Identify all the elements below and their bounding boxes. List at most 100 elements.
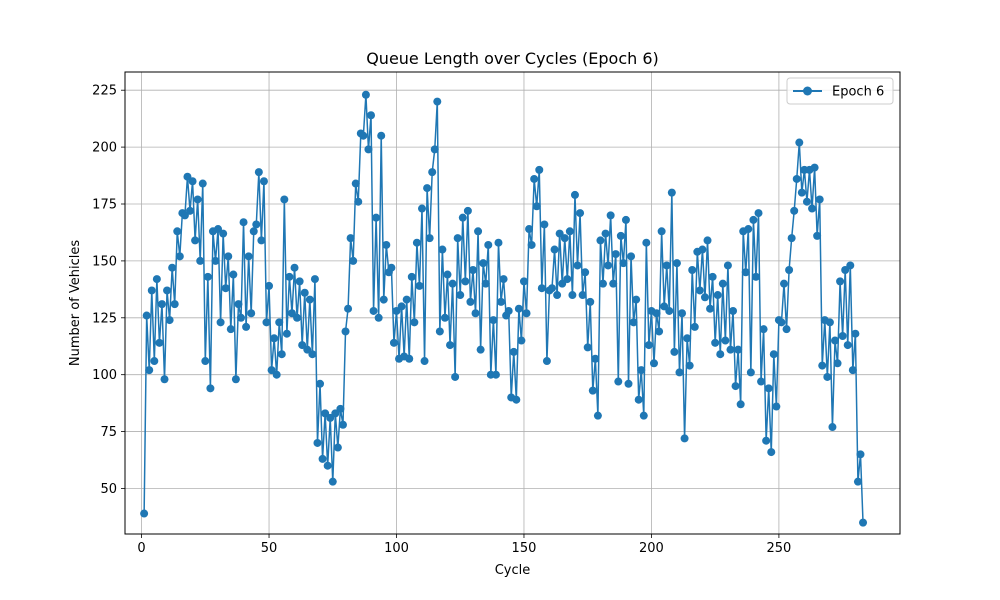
legend-label: Epoch 6 (832, 85, 884, 100)
data-point (823, 372, 832, 381)
data-point (509, 347, 518, 356)
data-point (558, 279, 567, 288)
data-point (762, 436, 771, 445)
data-point (853, 477, 862, 486)
data-point (265, 281, 274, 290)
data-point (453, 234, 462, 243)
data-point (688, 266, 697, 274)
data-point (262, 318, 271, 327)
data-point (331, 409, 340, 418)
data-point (667, 188, 676, 197)
data-point (175, 252, 184, 261)
data-point (354, 197, 363, 206)
data-point (229, 270, 238, 279)
data-point (703, 236, 712, 245)
data-point (280, 195, 289, 204)
data-point (606, 211, 615, 220)
data-point (180, 211, 189, 220)
data-point (249, 227, 258, 236)
data-point (221, 284, 230, 293)
data-point (425, 234, 434, 243)
data-point (308, 350, 317, 359)
data-point (446, 341, 455, 350)
data-point (191, 236, 200, 245)
data-point (326, 413, 335, 422)
y-tick-label: 200 (92, 141, 117, 156)
data-point (751, 272, 760, 281)
data-point (257, 236, 266, 245)
data-point (627, 252, 636, 261)
data-point (494, 238, 503, 247)
data-point (548, 284, 557, 293)
x-tick-label: 50 (261, 541, 278, 556)
data-point (808, 204, 817, 213)
data-point (655, 327, 664, 336)
data-point (479, 259, 488, 268)
data-point (173, 227, 182, 236)
data-point (609, 279, 618, 288)
data-point (234, 300, 243, 309)
data-point (535, 165, 544, 174)
data-point (708, 272, 717, 281)
data-point (542, 357, 551, 366)
data-point (525, 225, 534, 234)
data-point (537, 284, 546, 293)
data-point (642, 238, 651, 247)
data-point (583, 343, 592, 352)
data-point (364, 145, 373, 154)
data-point (142, 311, 151, 320)
data-point (193, 195, 202, 204)
data-point (147, 286, 156, 295)
data-point (239, 218, 248, 227)
data-point (150, 357, 159, 366)
data-point (433, 97, 442, 106)
y-tick-label: 150 (92, 254, 117, 269)
data-point (665, 306, 674, 315)
y-tick-label: 125 (92, 311, 117, 326)
data-point (214, 225, 223, 234)
data-point (787, 234, 796, 243)
data-point (560, 234, 569, 243)
data-point (224, 252, 233, 261)
data-point (275, 318, 284, 327)
data-point (723, 261, 732, 270)
data-point (672, 259, 681, 268)
data-point (259, 177, 268, 186)
data-point (731, 382, 740, 391)
data-point (604, 261, 613, 270)
data-point (321, 409, 330, 418)
data-point (272, 370, 281, 379)
data-point (499, 275, 508, 284)
data-point (219, 229, 228, 238)
data-point (813, 231, 822, 240)
data-point (711, 338, 720, 347)
x-tick-label: 250 (766, 541, 791, 556)
data-point (476, 345, 485, 354)
data-point (313, 438, 322, 447)
data-point (211, 256, 220, 265)
data-point (856, 450, 865, 459)
data-point (405, 354, 414, 363)
data-point (267, 366, 276, 375)
data-point (468, 266, 477, 274)
data-point (680, 434, 689, 443)
data-point (443, 270, 452, 279)
data-point (423, 184, 432, 193)
data-point (746, 368, 755, 377)
data-point (736, 400, 745, 409)
grid (125, 72, 900, 534)
data-point (435, 327, 444, 336)
data-point (563, 275, 572, 284)
data-point (379, 295, 388, 304)
data-point (777, 318, 786, 327)
data-point (188, 177, 197, 186)
data-point (792, 174, 801, 183)
data-point (690, 322, 699, 331)
x-tick-label: 200 (639, 541, 664, 556)
data-point (196, 256, 205, 265)
data-point (206, 384, 215, 393)
data-point (614, 377, 623, 386)
y-tick-label: 175 (92, 198, 117, 213)
data-point (593, 411, 602, 420)
data-point (389, 338, 398, 347)
